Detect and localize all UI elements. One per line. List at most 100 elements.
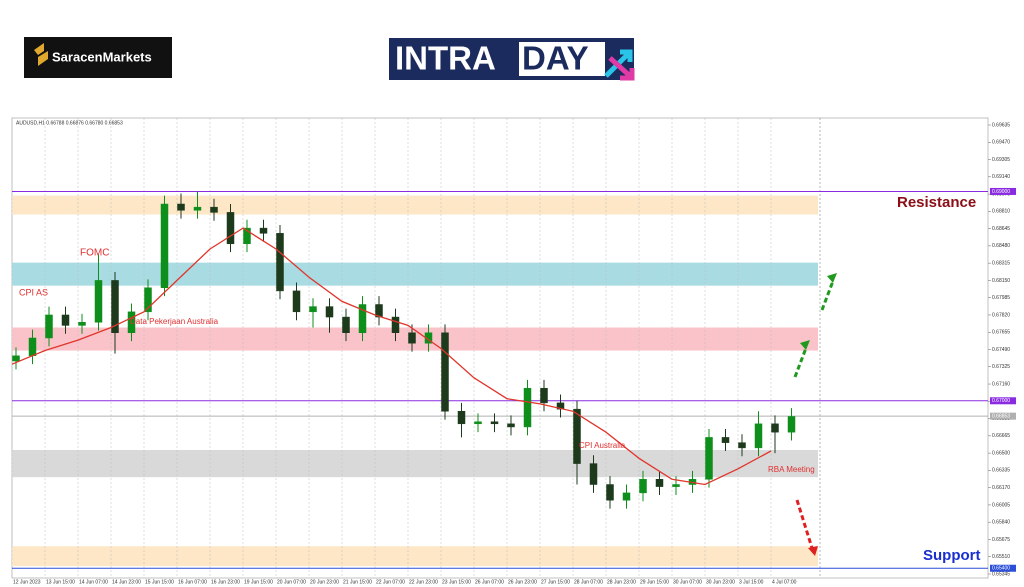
x-tick-label: 14 Jun 23:00 <box>112 579 141 585</box>
y-tick-label: 0.68315 <box>992 260 1010 266</box>
up-arrow-head <box>800 340 810 350</box>
candle-body <box>177 203 185 211</box>
y-tick-label: 0.68480 <box>992 243 1010 249</box>
candle-body <box>358 304 367 334</box>
y-tick-label: 0.67820 <box>992 312 1010 318</box>
y-tick-label: 0.69470 <box>992 140 1010 146</box>
y-tick-label: 0.66170 <box>992 485 1010 491</box>
price-level-tag <box>990 187 1016 195</box>
down-arrow-head <box>808 546 818 556</box>
x-tick-label: 22 Jun 23:00 <box>409 579 438 585</box>
chart: AUDUSD,H1 0.66788 0.66876 0.66780 0.6685… <box>11 117 1016 585</box>
zone <box>12 449 818 478</box>
moving-average <box>11 227 772 486</box>
candle-body <box>78 322 86 326</box>
day-text: DAY <box>522 40 589 77</box>
event-annotation: CPI AS <box>19 287 48 297</box>
x-tick-label: 28 Jun 23:00 <box>607 579 636 585</box>
candle-body <box>457 411 466 425</box>
y-tick-label: 0.67655 <box>992 330 1010 336</box>
up-arrow <box>793 347 808 378</box>
candle-body <box>606 484 614 501</box>
y-tick-label: 0.66335 <box>992 468 1010 474</box>
y-tick-label: 0.66005 <box>992 502 1010 508</box>
price-level-label: 0.66853 <box>992 413 1010 419</box>
candle-body <box>292 290 301 313</box>
candle-body <box>672 484 680 487</box>
brand-name: SaracenMarkets <box>52 49 152 64</box>
x-tick-label: 26 Jun 07:00 <box>475 579 504 585</box>
x-tick-label: 4 Jul 07:00 <box>772 579 797 585</box>
y-tick-label: 0.67985 <box>992 295 1010 301</box>
price-level-tag <box>990 412 1016 420</box>
candle-body <box>127 311 136 334</box>
candle-body <box>622 492 631 501</box>
y-tick-label: 0.65840 <box>992 520 1010 526</box>
y-tick-label: 0.65345 <box>992 571 1010 577</box>
x-tick-label: 16 Jun 07:00 <box>178 579 207 585</box>
up-arrow-head <box>827 273 837 283</box>
y-tick-label: 0.69635 <box>992 122 1010 128</box>
candle-body <box>441 332 449 412</box>
candle-body <box>94 280 103 323</box>
candle-body <box>45 314 53 339</box>
intra-text: INTRA <box>395 40 496 77</box>
x-tick-label: 13 Jun 15:00 <box>46 579 75 585</box>
day-box <box>519 42 605 76</box>
candle-body <box>12 355 20 362</box>
candle-body <box>787 416 796 433</box>
y-tick-label: 0.67160 <box>992 381 1010 387</box>
x-tick-label: 19 Jun 15:00 <box>244 579 273 585</box>
candle-body <box>474 421 482 425</box>
y-tick-label: 0.66500 <box>992 450 1010 456</box>
candle-body <box>490 421 499 425</box>
x-tick-label: 21 Jun 15:00 <box>343 579 372 585</box>
candle-body <box>408 332 416 344</box>
x-tick-label: 14 Jun 07:00 <box>79 579 108 585</box>
x-tick-label: 26 Jun 23:00 <box>508 579 537 585</box>
brand-logo <box>24 37 172 78</box>
up-arrow <box>820 280 835 311</box>
price-level-tag <box>990 564 1016 572</box>
zone <box>12 546 818 567</box>
price-level-label: 0.69000 <box>992 189 1010 195</box>
candle-body <box>28 337 37 357</box>
candle-body <box>375 304 383 318</box>
event-annotation: FOMC <box>80 248 109 259</box>
candle-body <box>391 316 400 334</box>
candle-body <box>309 306 317 313</box>
x-tick-label: 3 Jul 15:00 <box>739 579 764 585</box>
candle-body <box>721 437 730 443</box>
chart-header: AUDUSD,H1 0.66788 0.66876 0.66780 0.6685… <box>16 120 123 126</box>
candle-body <box>144 287 152 313</box>
candle-body <box>210 206 218 213</box>
event-annotation: RBA Meeting <box>768 465 815 474</box>
brand-icon <box>34 43 48 66</box>
arrows <box>793 273 837 556</box>
y-tick-label: 0.67325 <box>992 364 1010 370</box>
candle-body <box>573 408 581 464</box>
y-tick-label: 0.68645 <box>992 226 1010 232</box>
support-label: Support <box>923 547 981 564</box>
candle-body <box>61 314 70 326</box>
candle-body <box>639 479 647 494</box>
candle-body <box>226 212 235 245</box>
y-tick-label: 0.69140 <box>992 174 1010 180</box>
candle-body <box>589 463 598 485</box>
candle-body <box>523 387 532 428</box>
zone <box>12 262 818 286</box>
x-tick-label: 29 Jun 15:00 <box>640 579 669 585</box>
x-tick-label: 22 Jun 07:00 <box>376 579 405 585</box>
candle-body <box>507 423 515 428</box>
x-tick-label: 20 Jun 07:00 <box>277 579 306 585</box>
price-level-label: 0.67000 <box>992 398 1010 404</box>
candle-body <box>738 442 746 449</box>
x-tick-label: 12 Jun 2023 <box>13 579 41 585</box>
price-level-label: 0.65400 <box>992 566 1010 572</box>
y-tick-label: 0.65510 <box>992 554 1010 560</box>
down-arrow <box>795 499 814 549</box>
y-tick-label: 0.65675 <box>992 537 1010 543</box>
y-tick-label: 0.69305 <box>992 157 1010 163</box>
candle-body <box>193 206 202 211</box>
